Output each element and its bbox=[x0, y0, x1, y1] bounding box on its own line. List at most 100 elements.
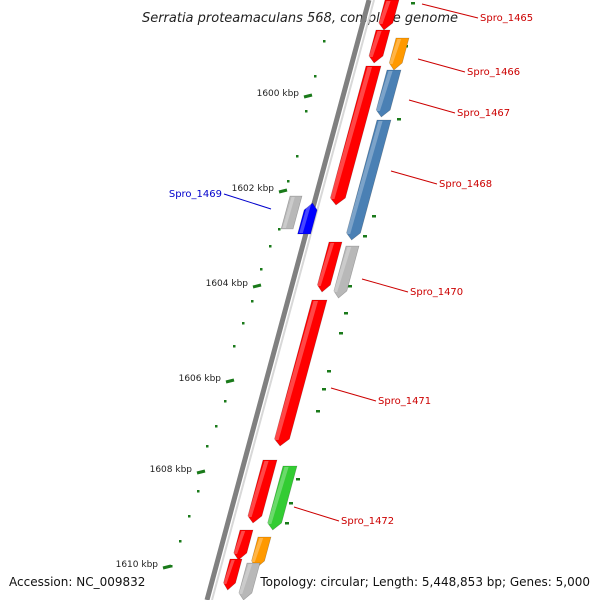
minor-tick bbox=[327, 370, 331, 373]
minor-tick bbox=[348, 285, 352, 288]
gene-label[interactable]: Spro_1470 bbox=[410, 287, 463, 298]
leader-line bbox=[293, 506, 340, 522]
gene-feature[interactable] bbox=[297, 202, 318, 235]
gene-label[interactable]: Spro_1469 bbox=[169, 189, 222, 200]
gene-feature-shine bbox=[333, 247, 352, 292]
leader-line bbox=[330, 387, 377, 402]
major-tick bbox=[196, 469, 206, 475]
gene-feature-shine bbox=[299, 204, 312, 233]
minor-tick bbox=[316, 410, 320, 413]
minor-tick bbox=[296, 155, 299, 158]
gene-feature[interactable] bbox=[317, 241, 343, 293]
tick-label: 1604 kbp bbox=[206, 279, 249, 289]
minor-tick bbox=[251, 300, 254, 303]
minor-tick bbox=[397, 118, 401, 121]
minor-tick bbox=[233, 345, 236, 348]
minor-tick bbox=[170, 565, 173, 568]
tick-label: 1602 kbp bbox=[232, 184, 275, 194]
gene-features bbox=[223, 0, 410, 600]
minor-tick bbox=[287, 180, 290, 183]
gene-feature[interactable] bbox=[330, 65, 382, 206]
gene-feature-shine bbox=[233, 531, 246, 554]
leader-line bbox=[417, 58, 466, 73]
minor-tick bbox=[411, 2, 415, 5]
tick-label: 1606 kbp bbox=[179, 374, 222, 384]
minor-tick bbox=[215, 425, 218, 428]
minor-tick bbox=[363, 235, 367, 238]
gene-feature[interactable] bbox=[375, 69, 402, 118]
gene-feature-shine bbox=[375, 71, 393, 111]
tick-label: 1600 kbp bbox=[257, 89, 300, 99]
major-ticks: 1600 kbp 1602 kbp 1604 kbp 1606 kbp 1608 kbp… bbox=[116, 89, 313, 570]
gene-feature[interactable] bbox=[378, 0, 400, 31]
map-title: Serratia proteamaculans 568, complete ge… bbox=[142, 11, 458, 26]
major-tick bbox=[252, 283, 262, 289]
gene-label[interactable]: Spro_1467 bbox=[457, 108, 510, 119]
minor-tick bbox=[269, 245, 272, 248]
gene-feature[interactable] bbox=[267, 465, 298, 531]
gene-feature[interactable] bbox=[280, 195, 303, 230]
gene-label[interactable]: Spro_1465 bbox=[480, 13, 533, 24]
minor-tick bbox=[285, 522, 289, 525]
minor-tick bbox=[197, 490, 200, 493]
gene-feature[interactable] bbox=[333, 245, 360, 299]
accession-text: Accession: NC_009832 bbox=[9, 575, 145, 589]
major-tick bbox=[162, 564, 172, 570]
minor-tick bbox=[224, 400, 227, 403]
minor-tick bbox=[278, 228, 281, 231]
gene-feature[interactable] bbox=[251, 536, 272, 569]
gene-feature[interactable] bbox=[368, 29, 391, 64]
minor-tick bbox=[188, 515, 191, 518]
minor-tick bbox=[322, 388, 326, 391]
gene-feature-shine bbox=[247, 461, 269, 517]
gene-feature[interactable] bbox=[233, 529, 254, 561]
gene-feature-shine bbox=[274, 301, 318, 440]
gene-feature[interactable] bbox=[223, 558, 243, 591]
gene-label[interactable]: Spro_1472 bbox=[341, 516, 394, 527]
gene-feature-shine bbox=[282, 197, 295, 228]
major-tick bbox=[303, 93, 313, 99]
minor-tick bbox=[206, 445, 209, 448]
minor-tick bbox=[372, 215, 376, 218]
gene-feature-shine bbox=[378, 1, 391, 24]
gene-feature[interactable] bbox=[247, 459, 278, 524]
leader-line bbox=[223, 193, 272, 210]
gene-feature-shine bbox=[317, 243, 335, 286]
gene-feature[interactable] bbox=[388, 37, 410, 71]
genome-backbone bbox=[204, 0, 372, 600]
minor-tick bbox=[339, 332, 343, 335]
minor-tick bbox=[260, 268, 263, 271]
gene-feature-shine bbox=[329, 67, 372, 199]
gene-feature-shine bbox=[223, 560, 235, 584]
gene-feature[interactable] bbox=[274, 299, 328, 447]
minor-tick bbox=[305, 110, 308, 113]
gene-feature-shine bbox=[388, 39, 402, 64]
tick-label: 1608 kbp bbox=[150, 465, 193, 475]
minor-tick bbox=[344, 312, 348, 315]
minor-tick bbox=[242, 322, 245, 325]
gene-feature-shine bbox=[238, 564, 253, 594]
gene-label[interactable]: Spro_1468 bbox=[439, 179, 492, 190]
gene-feature[interactable] bbox=[238, 562, 261, 600]
gene-label[interactable]: Spro_1471 bbox=[378, 396, 431, 407]
leader-line bbox=[421, 3, 479, 19]
major-tick bbox=[278, 188, 288, 194]
major-tick bbox=[225, 378, 235, 384]
leader-line bbox=[390, 170, 438, 185]
genome-backbone-highlight bbox=[211, 0, 375, 600]
minor-ticks bbox=[170, 2, 415, 568]
minor-tick bbox=[323, 40, 326, 43]
gene-label[interactable]: Spro_1466 bbox=[467, 67, 520, 78]
gene-labels: Spro_1465 Spro_1466 Spro_1467 Spro_1468 Spro… bbox=[169, 3, 533, 527]
minor-tick bbox=[314, 75, 317, 78]
genome-summary-text: Topology: circular; Length: 5,448,853 bp… bbox=[259, 575, 590, 589]
gene-feature-shine bbox=[368, 31, 382, 57]
leader-line bbox=[408, 99, 456, 114]
minor-tick bbox=[296, 478, 300, 481]
leader-line bbox=[361, 278, 409, 293]
gene-feature-shine bbox=[346, 121, 383, 234]
gene-feature-shine bbox=[267, 467, 289, 524]
gene-feature[interactable] bbox=[346, 119, 392, 241]
minor-tick bbox=[289, 502, 293, 505]
